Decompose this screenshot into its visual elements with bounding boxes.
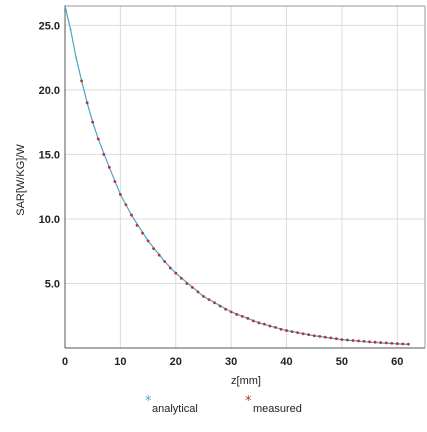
measured-point [185, 282, 189, 285]
measured-point [301, 332, 305, 336]
measured-point [346, 338, 349, 342]
x-axis-label: z[mm] [231, 375, 261, 387]
y-tick-label-2: 15.0 [39, 149, 60, 161]
measured-point [80, 79, 84, 83]
measured-point [213, 301, 216, 305]
y-tick-label-4: 25.0 [39, 20, 60, 32]
y-tick-label-1: 10.0 [39, 214, 60, 226]
series [64, 5, 410, 346]
measured-point [379, 341, 383, 344]
legend-label-measured: measured [253, 403, 302, 415]
grid [65, 6, 425, 348]
measured-point [401, 342, 405, 346]
measured-point [395, 342, 399, 346]
x-tick-label-5: 50 [336, 356, 348, 368]
measured-point [251, 319, 255, 323]
measured-point [224, 307, 228, 311]
measured-point [218, 304, 222, 308]
measured-point [323, 335, 327, 339]
x-axis-ticks: 0 10 20 30 40 50 60 [62, 356, 403, 368]
legend-label-analytical: analytical [152, 403, 198, 415]
x-tick-label-1: 10 [114, 356, 126, 368]
measured-point [113, 180, 117, 183]
measured-point [235, 313, 239, 316]
measured-point [285, 329, 288, 332]
measured-point [174, 271, 178, 275]
measured-point [274, 325, 277, 329]
measured-point [296, 331, 300, 335]
x-tick-label-0: 0 [62, 356, 68, 368]
x-tick-label-3: 30 [225, 356, 237, 368]
y-axis-ticks: 5.0 10.0 15.0 20.0 25.0 [39, 20, 60, 290]
legend: * analytical * measured [145, 394, 302, 415]
measured-point [118, 193, 122, 196]
measured-point [357, 339, 360, 343]
measured-point [279, 327, 283, 331]
y-tick-label-0: 5.0 [45, 278, 60, 290]
measured-point [146, 239, 150, 243]
measured-point [262, 322, 266, 326]
analytical-point [75, 56, 77, 59]
measured-point [373, 340, 377, 344]
analytical-point [64, 5, 66, 7]
measured-point [179, 276, 183, 280]
measured-point [318, 334, 322, 338]
measured-point [268, 324, 272, 328]
measured-point [130, 213, 133, 217]
measured-point [290, 330, 294, 334]
legend-marker-measured: * [245, 394, 252, 409]
x-tick-label-2: 20 [170, 356, 182, 368]
plot-frame [64, 5, 426, 349]
x-tick-label-6: 60 [391, 356, 403, 368]
series-analytical [64, 5, 410, 346]
measured-point [152, 247, 156, 251]
measured-point [135, 223, 139, 227]
measured-point [196, 290, 200, 294]
x-tick-label-4: 40 [280, 356, 292, 368]
measured-point [334, 337, 338, 341]
measured-point [102, 153, 106, 156]
measured-point [406, 342, 410, 346]
measured-point [340, 338, 344, 342]
measured-point [96, 137, 100, 141]
measured-point [168, 266, 172, 270]
measured-point [107, 165, 111, 169]
series-measured [80, 79, 410, 346]
series-line-analytical [64, 5, 409, 345]
measured-point [229, 310, 233, 314]
measured-point [157, 253, 161, 257]
measured-point [240, 314, 244, 318]
measured-point [124, 203, 128, 207]
measured-point [91, 120, 95, 124]
y-axis-label: SAR[W/KG]/W [15, 144, 27, 216]
measured-point [85, 101, 89, 105]
measured-point [141, 231, 144, 235]
measured-point [163, 260, 167, 263]
measured-point [390, 341, 394, 345]
measured-point [368, 340, 372, 344]
measured-point [202, 294, 205, 298]
measured-point [384, 341, 388, 345]
measured-point [257, 321, 261, 325]
measured-point [190, 285, 194, 289]
y-tick-label-3: 20.0 [39, 85, 60, 97]
measured-point [207, 298, 211, 302]
measured-point [362, 339, 366, 343]
measured-point [351, 339, 355, 342]
analytical-point [69, 28, 72, 31]
measured-point [307, 333, 311, 337]
measured-point [246, 316, 250, 320]
measured-point [312, 334, 316, 338]
measured-point [329, 336, 333, 340]
legend-marker-analytical: * [145, 394, 152, 409]
